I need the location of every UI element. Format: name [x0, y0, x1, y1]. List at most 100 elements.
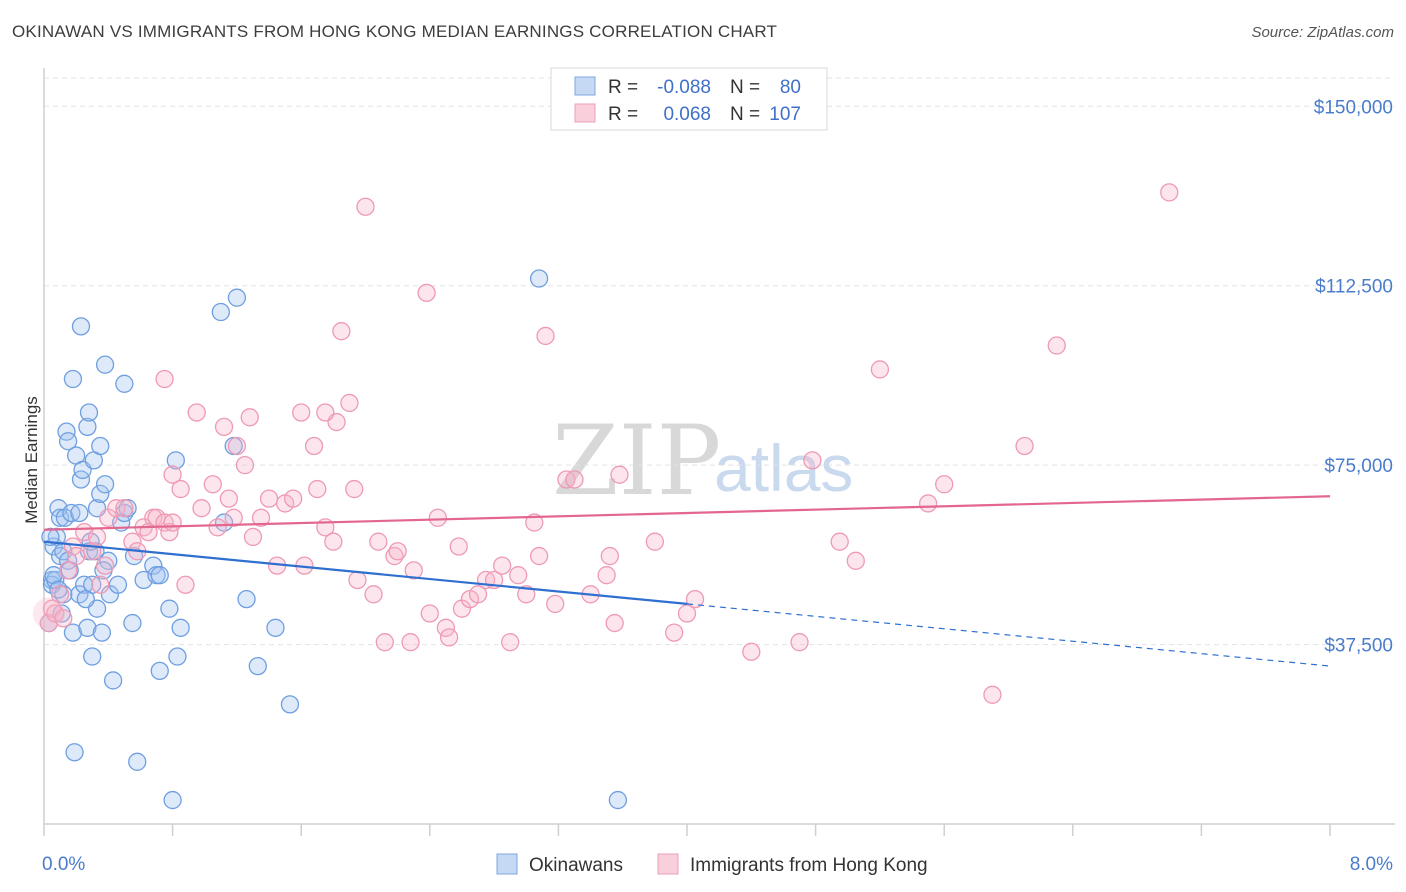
okinawans-trend-extension — [686, 603, 1331, 667]
hong-kong-point-60 — [388, 542, 407, 561]
okinawans-point-76 — [65, 743, 84, 762]
hong-kong-point-11 — [91, 575, 110, 594]
okinawans-point-25 — [78, 618, 97, 637]
okinawans-point-56 — [160, 599, 179, 618]
okinawans-point-16 — [63, 369, 83, 389]
legend-n-value-1: 80 — [780, 77, 801, 98]
okinawans-point-59 — [168, 647, 187, 666]
series-legend: Okinawans Immigrants from Hong Kong — [496, 853, 928, 876]
y-tick-label-0: $37,500 — [1324, 636, 1393, 657]
hong-kong-point-101 — [983, 685, 1002, 704]
okinawans-point-54 — [150, 661, 169, 681]
okinawans-point-65 — [237, 589, 256, 609]
bottom-legend-swatch-hong-kong — [657, 853, 679, 875]
hong-kong-point-23 — [160, 522, 179, 542]
hong-kong-point-63 — [417, 283, 436, 303]
legend-r-label-2: R = — [608, 104, 638, 125]
okinawans-point-6 — [50, 508, 70, 527]
y-tick-label-1: $75,000 — [1324, 456, 1393, 477]
gridlines — [44, 77, 1395, 646]
correlation-legend: R = -0.088 N = 80 R = 0.068 N = 107 — [550, 67, 828, 131]
okinawans-point-29 — [83, 647, 102, 666]
hong-kong-point-78 — [525, 513, 544, 532]
hong-kong-point-7 — [67, 546, 86, 566]
hong-kong-point-88 — [610, 465, 629, 484]
hong-kong-point-6 — [63, 537, 83, 556]
okinawans-point-43 — [108, 575, 128, 594]
okinawans-point-73 — [44, 566, 63, 585]
bottom-legend-label-hong-kong: Immigrants from Hong Kong — [690, 855, 928, 876]
hong-kong-point-37 — [235, 455, 255, 475]
legend-swatch-blue — [574, 76, 596, 96]
hong-kong-point-95 — [803, 451, 822, 470]
hong-kong-point-3 — [50, 585, 70, 604]
hong-kong-point-34 — [219, 489, 239, 508]
trend-lines — [43, 495, 1331, 667]
okinawans-point-60 — [171, 618, 190, 637]
hong-kong-point-103 — [1047, 336, 1066, 355]
hong-kong-point-81 — [546, 594, 565, 614]
okinawans-point-69 — [529, 269, 549, 288]
hong-kong-point-99 — [918, 494, 938, 513]
hong-kong-point-58 — [375, 633, 394, 652]
hong-kong-point-75 — [501, 633, 520, 652]
hong-kong-point-54 — [345, 479, 364, 499]
legend-r-label-1: R = — [608, 77, 638, 98]
hong-kong-point-80 — [536, 326, 555, 346]
hong-kong-point-33 — [214, 417, 234, 437]
hong-kong-point-12 — [95, 556, 115, 575]
hong-kong-point-105 — [356, 197, 375, 216]
hong-kong-trend-line — [43, 495, 1331, 531]
hong-kong-point-67 — [439, 628, 459, 647]
hong-kong-point-38 — [240, 408, 259, 427]
okinawans-point-61 — [211, 302, 230, 322]
okinawans-point-48 — [123, 613, 142, 633]
hong-kong-point-26 — [176, 575, 195, 594]
hong-kong-cluster-point — [32, 597, 65, 630]
hong-kong-point-102 — [1015, 436, 1034, 456]
hong-kong-point-52 — [332, 322, 351, 341]
hong-kong-point-0 — [39, 613, 58, 633]
hong-kong-point-57 — [369, 532, 388, 551]
hong-kong-point-24 — [163, 513, 182, 532]
bottom-legend-swatch-okinawans — [496, 853, 518, 875]
hong-kong-point-30 — [192, 499, 211, 518]
hong-kong-point-32 — [208, 518, 227, 537]
hong-kong-point-89 — [645, 532, 664, 551]
legend-box — [550, 67, 828, 131]
okinawans-point-38 — [95, 355, 115, 374]
legend-r-value-2: 0.068 — [663, 104, 711, 125]
hong-kong-point-98 — [870, 360, 890, 379]
okinawans-point-45 — [115, 374, 134, 393]
hong-kong-point-97 — [846, 551, 865, 570]
okinawans-point-27 — [79, 403, 99, 422]
hong-kong-point-83 — [565, 470, 584, 489]
hong-kong-point-5 — [58, 561, 78, 580]
watermark-atlas: atlas — [714, 431, 853, 505]
axes — [43, 68, 1395, 836]
hong-kong-points — [32, 183, 1179, 704]
hong-kong-point-100 — [935, 475, 954, 494]
hong-kong-point-25 — [171, 479, 190, 499]
watermark-zip: ZIP — [552, 405, 721, 517]
hong-kong-point-61 — [401, 633, 420, 652]
x-tick-label-1: 8.0% — [1350, 854, 1393, 875]
hong-kong-point-29 — [187, 403, 206, 422]
hong-kong-point-90 — [664, 623, 684, 642]
hong-kong-point-15 — [115, 499, 134, 518]
okinawans-point-21 — [71, 317, 91, 336]
hong-kong-point-104 — [1160, 183, 1179, 202]
hong-kong-point-68 — [449, 537, 468, 556]
okinawans-point-67 — [266, 618, 285, 637]
bottom-legend-label-okinawans: Okinawans — [529, 855, 623, 876]
hong-kong-point-27 — [155, 369, 174, 389]
hong-kong-point-91 — [677, 604, 697, 623]
hong-kong-point-47 — [304, 436, 324, 456]
okinawans-point-50 — [128, 752, 147, 771]
hong-kong-point-66 — [436, 618, 456, 637]
hong-kong-point-71 — [468, 585, 488, 604]
hong-kong-point-40 — [251, 508, 271, 527]
okinawans-points — [39, 269, 628, 810]
hong-kong-point-48 — [308, 479, 327, 499]
